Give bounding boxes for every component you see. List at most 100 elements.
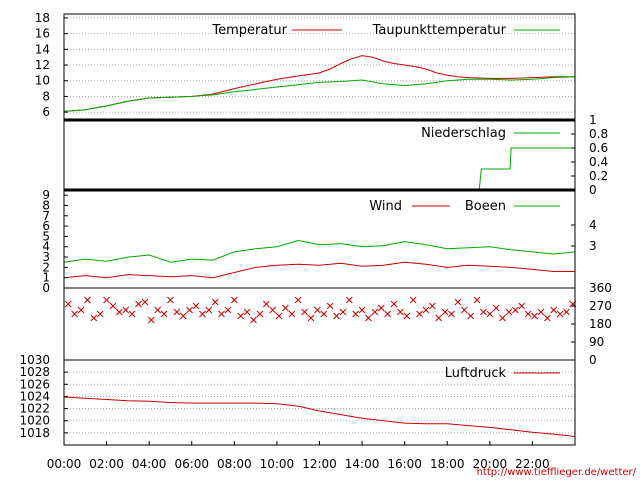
wind-direction-point	[518, 302, 526, 310]
wind-direction-point	[499, 314, 506, 322]
pressure-ytick-label: 1020	[19, 414, 50, 428]
wind-direction-point	[467, 312, 475, 320]
wind-direction-point	[505, 308, 513, 316]
precipitation-ytick-right-label: 0.6	[589, 141, 608, 155]
wind-direction-point	[512, 306, 519, 314]
wind-direction-marker-stroke	[135, 300, 142, 308]
wind-direction-marker-stroke	[518, 302, 526, 310]
wind-direction-marker-stroke	[294, 296, 302, 304]
wind-direction-marker-stroke	[422, 306, 430, 314]
wind-direction-marker-stroke	[556, 310, 564, 318]
x-tick-label: 14:00	[345, 457, 380, 471]
x-tick-label: 06:00	[174, 457, 209, 471]
wind-direction-marker-stroke	[531, 312, 538, 320]
wind-direction-point	[103, 296, 110, 304]
pressure-series-line-Luftdruck	[63, 396, 576, 437]
wind-direction-point	[441, 308, 449, 316]
wind-direction-marker-stroke	[473, 296, 481, 304]
wind-direction-point	[199, 310, 206, 318]
wind-direction-marker-stroke	[224, 306, 232, 314]
wind-direction-point	[84, 296, 91, 304]
wind-direction-point	[192, 302, 200, 310]
wind-direction-point	[64, 300, 72, 308]
chart-marks	[63, 55, 577, 437]
wind-direction-point	[435, 314, 443, 322]
legend-label-taupunkttemperatur: Taupunkttemperatur	[372, 23, 507, 38]
wind-direction-point	[377, 304, 385, 312]
wind-direction-point	[339, 308, 347, 316]
wind-direction-point	[428, 302, 436, 310]
wind-direction-point	[531, 312, 538, 320]
pressure-ytick-label: 1022	[19, 402, 50, 416]
wind-direction-point	[422, 306, 430, 314]
wind-ytick-label: 9	[42, 188, 50, 202]
wind-direction-marker-stroke	[147, 316, 155, 324]
x-tick-label: 20:00	[473, 457, 508, 471]
wind-direction-point	[256, 310, 264, 318]
wind-direction-marker-stroke	[307, 314, 315, 322]
temperature-ytick-label: 6	[42, 105, 50, 119]
legend-label-niederschlag: Niederschlag	[421, 126, 506, 141]
wind-direction-marker-stroke	[154, 306, 162, 314]
pressure-ytick-label: 1026	[19, 377, 50, 391]
wind-direction-marker-stroke	[186, 306, 193, 314]
wind-direction-point	[416, 310, 423, 318]
temperature-series-line-Taupunkttemperatur	[63, 76, 576, 112]
legend-label-wind: Wind	[369, 199, 402, 214]
wind-direction-point	[326, 302, 334, 310]
wind-direction-point	[141, 298, 149, 306]
wind-direction-point	[128, 310, 136, 318]
wind-direction-ytick-right-label: 180	[589, 317, 612, 331]
wind-direction-marker-stroke	[550, 306, 558, 314]
wind-direction-marker-stroke	[230, 296, 238, 304]
wind-direction-point	[230, 296, 238, 304]
wind-direction-marker-stroke	[218, 310, 225, 318]
temperature-ytick-label: 12	[35, 58, 50, 72]
wind-direction-point	[160, 310, 168, 318]
wind-direction-point	[543, 314, 551, 322]
wind-direction-marker-stroke	[480, 308, 487, 316]
wind-direction-point	[269, 306, 277, 314]
wind-direction-point	[237, 312, 245, 320]
wind-series-line-Boeen	[63, 239, 576, 263]
legend-label-boeen: Boeen	[465, 199, 506, 214]
wind-direction-point	[384, 310, 391, 318]
wind-ytick-label: 6	[42, 219, 50, 233]
wind-direction-marker-stroke	[243, 308, 251, 316]
x-tick-label: 22:00	[515, 457, 550, 471]
wind-direction-marker-stroke	[467, 312, 475, 320]
wind-direction-point	[492, 304, 500, 312]
wind-direction-marker-stroke	[333, 312, 340, 320]
wind-direction-point	[250, 316, 257, 324]
wind-direction-point	[524, 310, 532, 318]
wind-direction-marker-stroke	[499, 314, 506, 322]
wind-direction-marker-stroke	[384, 310, 391, 318]
wind-direction-point	[122, 306, 130, 314]
wind-direction-point	[301, 308, 308, 316]
x-tick-label: 02:00	[89, 457, 124, 471]
legends: Temperatur Taupunkttemperatur Niederschlag…	[211, 23, 560, 381]
wind-direction-point	[218, 310, 225, 318]
wind-direction-point	[167, 296, 174, 304]
wind-direction-point	[550, 306, 558, 314]
wind-direction-marker-stroke	[339, 308, 347, 316]
wind-direction-point	[186, 306, 193, 314]
wind-direction-marker-stroke	[505, 308, 513, 316]
wind-direction-point	[116, 308, 123, 316]
footer-url[interactable]: http://www.tiefflieger.de/wetter/	[477, 467, 637, 478]
wind-direction-point	[473, 296, 481, 304]
wind-direction-point	[448, 310, 455, 318]
wind-ytick-label: 2	[42, 260, 50, 274]
temperature-ytick-label: 10	[35, 74, 50, 88]
wind-ytick-label: 3	[42, 250, 50, 264]
wind-direction-point	[563, 308, 570, 316]
wind-direction-marker-stroke	[211, 298, 219, 306]
wind-direction-marker-stroke	[454, 298, 462, 306]
wind-direction-marker-stroke	[563, 308, 570, 316]
wind-direction-marker-stroke	[237, 312, 245, 320]
wind-direction-point	[556, 310, 564, 318]
wind-direction-marker-stroke	[397, 308, 404, 316]
x-tick-label: 00:00	[47, 457, 82, 471]
wind-direction-marker-stroke	[460, 306, 468, 314]
